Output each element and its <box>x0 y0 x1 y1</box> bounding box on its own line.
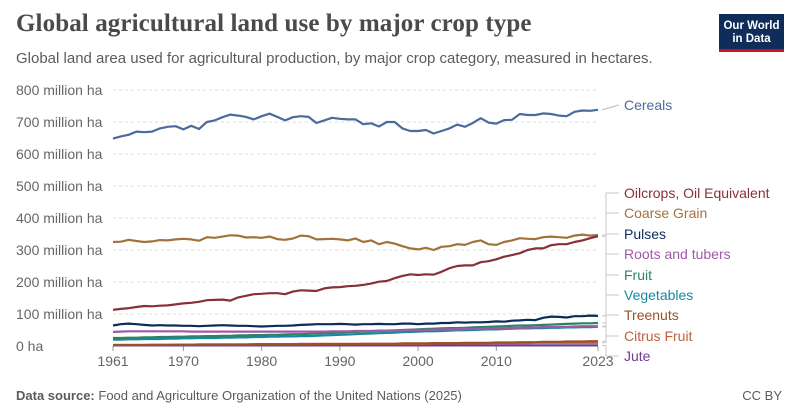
data-source-text[interactable]: Food and Agriculture Organization of the… <box>98 388 462 403</box>
legend-connector <box>602 294 619 328</box>
logo-line-1: Our World <box>723 20 780 32</box>
data-source: Data source: Food and Agriculture Organi… <box>16 388 462 403</box>
legend-label: Coarse Grain <box>624 205 707 221</box>
y-tick-label: 400 million ha <box>16 210 103 226</box>
x-tick-label: 2023 <box>582 353 613 369</box>
x-tick-label: 1970 <box>168 353 199 369</box>
x-tick-label: 1961 <box>97 353 128 369</box>
y-tick-label: 300 million ha <box>16 242 103 258</box>
data-source-label: Data source: <box>16 388 95 403</box>
legend-label: Roots and tubers <box>624 246 731 262</box>
series-line-pulses <box>112 314 599 328</box>
series-line-cereals <box>112 108 599 140</box>
legend-connector <box>602 192 619 237</box>
x-tick-label: 2010 <box>481 353 512 369</box>
series-line-treenuts <box>113 340 598 347</box>
series-line-coarse-grain <box>112 233 599 252</box>
our-world-in-data-logo[interactable]: Our World in Data <box>719 14 784 52</box>
legend-label: Vegetables <box>624 287 693 303</box>
legend-label: Jute <box>624 348 651 364</box>
legend-connector <box>601 104 620 111</box>
legend-label: Pulses <box>624 226 666 242</box>
legend-label: Citrus Fruit <box>624 328 693 344</box>
y-tick-label: 100 million ha <box>16 306 103 322</box>
x-tick-label: 1990 <box>324 353 355 369</box>
x-tick-label: 2000 <box>403 353 434 369</box>
y-tick-label: 200 million ha <box>16 274 103 290</box>
chart-subtitle: Global land area used for agricultural p… <box>16 50 653 67</box>
x-tick-label: 1980 <box>246 353 277 369</box>
logo-line-2: in Data <box>732 33 771 45</box>
y-tick-label: 500 million ha <box>16 178 103 194</box>
series-line-roots-and-tubers <box>112 325 598 333</box>
chart-title: Global agricultural land use by major cr… <box>16 10 532 37</box>
legend-label: Treenuts <box>624 307 679 323</box>
license-label[interactable]: CC BY <box>742 388 782 403</box>
y-tick-label: 600 million ha <box>16 146 103 162</box>
y-tick-label: 0 ha <box>16 338 43 354</box>
legend-label: Fruit <box>624 267 652 283</box>
series-line-oilcrops-oil-equivalent <box>112 235 599 311</box>
legend-connector <box>602 344 619 357</box>
legend-connector <box>602 314 619 342</box>
y-tick-label: 800 million ha <box>16 82 103 98</box>
y-tick-label: 700 million ha <box>16 114 103 130</box>
legend-label: Cereals <box>624 97 672 113</box>
legend-connector <box>602 212 619 236</box>
legend-connector <box>602 335 619 344</box>
legend-label: Oilcrops, Oil Equivalent <box>624 185 770 201</box>
